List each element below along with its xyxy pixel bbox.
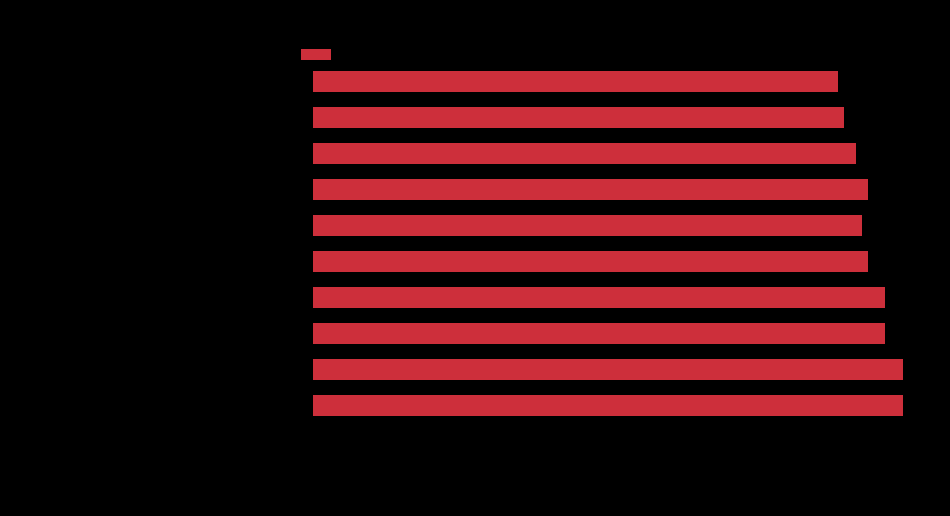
bar — [313, 395, 903, 416]
bar — [313, 215, 862, 236]
bar — [313, 71, 838, 92]
bar — [313, 323, 885, 344]
horizontal-bar-chart — [0, 0, 950, 516]
legend-swatch — [301, 49, 331, 60]
bar — [313, 107, 844, 128]
bar — [313, 359, 903, 380]
bar — [313, 251, 868, 272]
bar — [313, 179, 868, 200]
bar — [313, 143, 856, 164]
bar — [313, 287, 885, 308]
